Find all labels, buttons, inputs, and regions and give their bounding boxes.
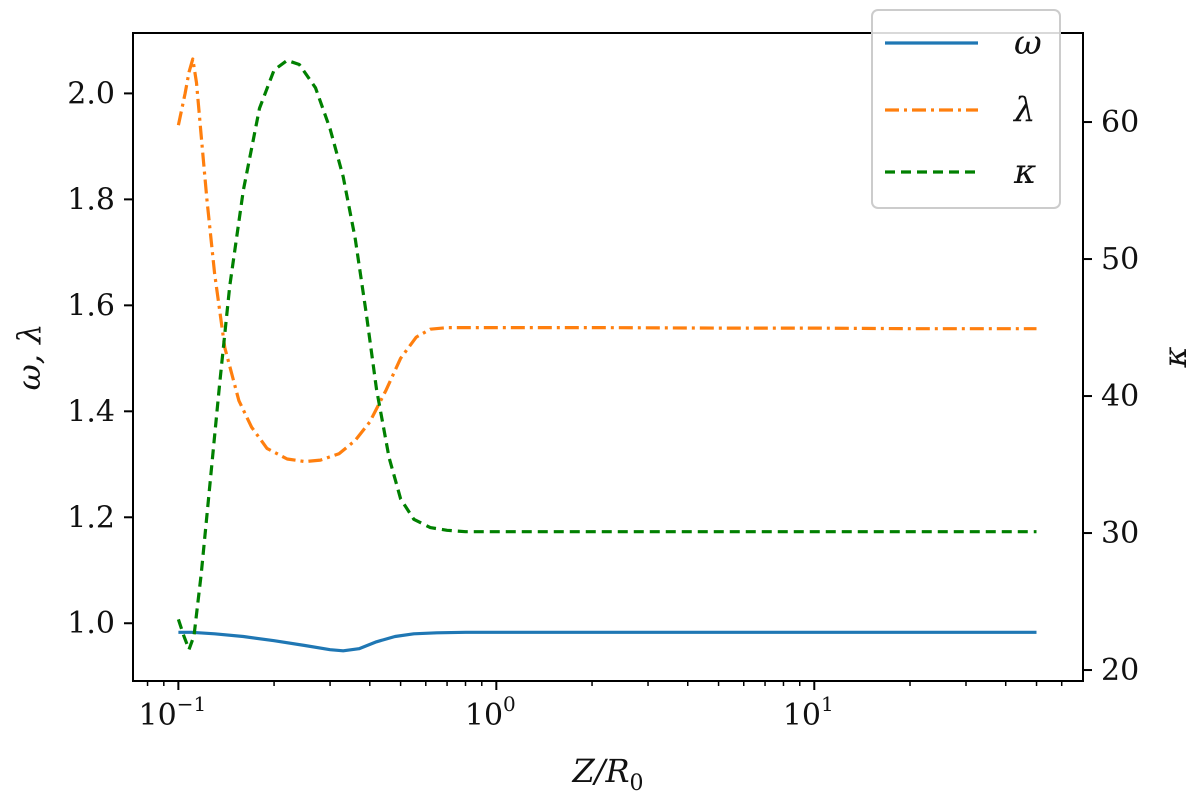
legend-label-lambda: λ bbox=[1012, 90, 1036, 130]
y-left-tick-label-4: 1.8 bbox=[67, 182, 115, 217]
y-left-tick-label-3: 1.6 bbox=[67, 288, 115, 323]
legend-label-omega: ω bbox=[1014, 23, 1042, 63]
series-line-0 bbox=[178, 630, 1037, 653]
x-tick-label-2: 101 bbox=[783, 692, 834, 733]
ticks-layer: 10−1 100 101 1.0 1.2 1.4 1.6 1.8 2.0 20 30 40 50 60 bbox=[67, 76, 1139, 733]
series-line-2 bbox=[176, 58, 1037, 652]
y-left-tick-label-0: 1.0 bbox=[67, 606, 115, 641]
x-axis-title: Z/R0 bbox=[571, 752, 643, 796]
y-left-tick-label-2: 1.4 bbox=[67, 394, 115, 429]
y-right-tick-label-2: 40 bbox=[1101, 379, 1139, 414]
series-line-1 bbox=[176, 57, 1037, 464]
series-layer bbox=[176, 57, 1037, 653]
y-axis-title-left: ω, λ bbox=[10, 324, 48, 391]
y-axis-title-right: κ bbox=[1156, 346, 1194, 368]
y-right-tick-label-3: 50 bbox=[1101, 242, 1139, 277]
y-right-tick-label-0: 20 bbox=[1101, 653, 1139, 688]
y-right-tick-label-4: 60 bbox=[1101, 105, 1139, 140]
x-tick-label-0: 10−1 bbox=[139, 692, 207, 733]
y-right-tick-label-1: 30 bbox=[1101, 516, 1139, 551]
legend-label-kappa: κ bbox=[1013, 152, 1036, 192]
y-left-tick-label-5: 2.0 bbox=[67, 76, 115, 111]
x-tick-label-1: 100 bbox=[465, 692, 516, 733]
y-left-tick-label-1: 1.2 bbox=[67, 500, 115, 535]
legend: ω λ κ bbox=[871, 9, 1061, 209]
